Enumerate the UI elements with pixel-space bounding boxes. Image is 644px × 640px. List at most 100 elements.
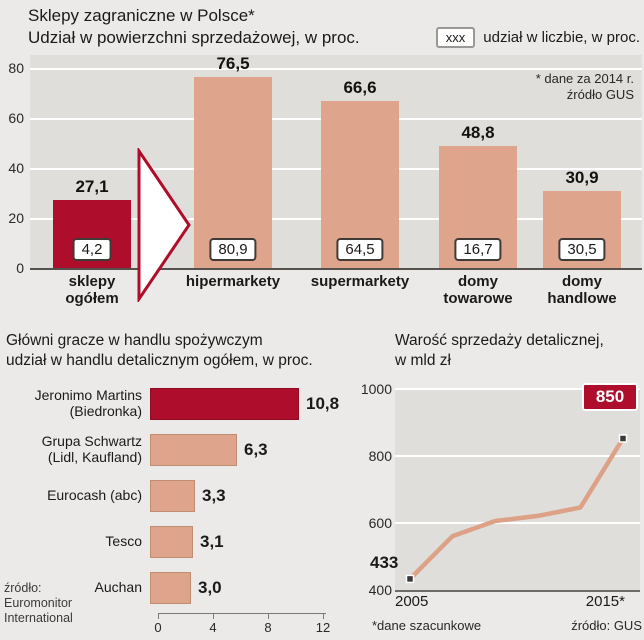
top-chart-title: Sklepy zagraniczne w Polsce* [28, 6, 255, 25]
title-line: w mld zł [395, 352, 451, 370]
data-point-marker [405, 574, 415, 584]
top-chart-note: * dane za 2014 r. źródło GUS [536, 71, 634, 104]
bar-category-label: sklepy ogółem [65, 273, 119, 307]
y-tick-label: 0 [16, 260, 24, 276]
hbar-grupa-schwartz [150, 434, 237, 466]
bar-category-label: supermarkety [310, 273, 410, 290]
x-axis-label-left: 2005 [395, 593, 429, 610]
y-tick-label: 80 [8, 60, 24, 76]
x-tick-label: 8 [264, 620, 272, 635]
row-auchan: Auchan 3,0 [0, 565, 372, 611]
x-axis-label-right: 2015* [585, 593, 625, 610]
note-line: źródło GUS [566, 87, 634, 103]
row-value: 6,3 [244, 440, 268, 459]
bar-group-domy-towarowe: 48,8 16,7 domy towarowe [439, 123, 517, 307]
y-tick-label: 600 [368, 515, 392, 531]
arrow-triangle-icon [137, 148, 191, 302]
line-plot-area [395, 388, 640, 592]
note-line: * dane za 2014 r. [535, 71, 634, 86]
grocery-players-chart: Główni gracze w handlu spożywczym udział… [0, 325, 372, 640]
hbar-jeronimo-martins [150, 388, 299, 420]
legend-label: udział w liczbie, w proc. [483, 29, 640, 46]
top-plot-area: * dane za 2014 r. źródło GUS 27,1 4,2 sk… [30, 54, 642, 307]
start-value-label: 433 [370, 553, 399, 572]
grocery-rows: Jeronimo Martins (Biedronka) 10,8 Grupa … [0, 381, 372, 611]
hbar-auchan [150, 572, 191, 604]
gridline [395, 455, 640, 457]
count-badge: 30,5 [558, 238, 606, 261]
axis-tick [268, 614, 269, 619]
title-line: Główni gracze w handlu spożywczym [6, 332, 263, 349]
axis-tick [323, 614, 324, 619]
axis-tick [158, 614, 159, 619]
top-chart-subtitle: Udział w powierzchni sprzedażowej, w pro… [28, 28, 360, 47]
trend-line-chart [405, 434, 628, 584]
bar-category-label: domy handlowe [547, 273, 617, 307]
y-tick-label: 60 [8, 110, 24, 126]
bar-supermarkety: 64,5 [321, 101, 399, 268]
count-badge: 64,5 [336, 238, 384, 261]
row-tesco: Tesco 3,1 [0, 519, 372, 565]
gridline [395, 388, 640, 390]
source-line: International [4, 610, 73, 625]
source-line: Euromonitor [4, 595, 73, 610]
data-point-marker [618, 434, 628, 443]
row-value: 3,3 [202, 486, 226, 505]
bar-value-label: 48,8 [461, 123, 495, 142]
bar-value-label: 30,9 [565, 168, 599, 187]
title-line: udział w handlu detalicznym ogółem, w pr… [6, 352, 313, 370]
bar-domy-handlowe: 30,5 [543, 191, 621, 268]
source-note: źródło: GUS [571, 618, 642, 633]
x-tick-label: 4 [209, 620, 217, 635]
axis-tick [213, 614, 214, 619]
y-tick-label: 800 [368, 448, 392, 464]
x-tick-label: 0 [154, 620, 162, 635]
hbar-eurocash [150, 480, 195, 512]
count-badge: 16,7 [454, 238, 502, 261]
row-value: 10,8 [306, 394, 340, 413]
legend-swatch: xxx [435, 27, 476, 48]
bar-group-hipermarkety: 76,5 80,9 hipermarkety [186, 54, 280, 290]
retail-chart-title: Warość sprzedaży detalicznej, w mld zł [395, 331, 604, 371]
bar-group-domy-handlowe: 30,9 30,5 domy handlowe [543, 168, 621, 307]
bar-value-label: 66,6 [343, 78, 377, 97]
estimate-note: *dane szacunkowe [372, 618, 482, 633]
bar-category-label: domy towarowe [443, 273, 513, 307]
row-jeronimo-martins: Jeronimo Martins (Biedronka) 10,8 [0, 381, 372, 427]
row-label: Auchan [94, 579, 142, 596]
row-label: Jeronimo Martins (Biedronka) [34, 387, 142, 419]
bar-group-supermarkety: 66,6 64,5 supermarkety [311, 78, 409, 290]
source-line: źródło: [4, 581, 42, 595]
source-note: źródło: Euromonitor International [4, 581, 73, 625]
count-badge: 4,2 [72, 238, 112, 261]
bar-category-label: hipermarkety [185, 273, 281, 290]
row-label: Grupa Schwartz (Lidl, Kaufland) [41, 433, 142, 465]
bar-hipermarkety: 80,9 [194, 77, 272, 268]
x-axis: 0 4 8 12 [154, 613, 330, 636]
bar-value-label: 27,1 [75, 177, 109, 196]
hbar-tesco [150, 526, 193, 558]
bar-domy-towarowe: 16,7 [439, 146, 517, 268]
title-line: Warość sprzedaży detalicznej, [395, 332, 604, 349]
grocery-chart-title: Główni gracze w handlu spożywczym udział… [6, 331, 313, 371]
y-tick-label: 1000 [360, 381, 392, 397]
bar-value-label: 76,5 [216, 54, 250, 73]
gridline [30, 68, 642, 70]
bar-group-sklepy-ogolem: 27,1 4,2 sklepy ogółem [53, 177, 131, 307]
retail-sales-chart: Warość sprzedaży detalicznej, w mld zł 1… [361, 325, 644, 640]
y-tick-label: 400 [368, 582, 392, 598]
row-eurocash: Eurocash (abc) 3,3 [0, 473, 372, 519]
end-value-badge: 850 [582, 383, 638, 411]
x-tick-label: 12 [315, 620, 331, 635]
row-grupa-schwartz: Grupa Schwartz (Lidl, Kaufland) 6,3 [0, 427, 372, 473]
y-tick-label: 40 [8, 160, 24, 176]
legend: xxx udział w liczbie, w proc. [435, 27, 640, 48]
row-value: 3,0 [198, 578, 222, 597]
trend-line [407, 436, 626, 582]
count-badge: 80,9 [209, 238, 257, 261]
row-label: Eurocash (abc) [47, 487, 142, 504]
bar-sklepy-ogolem: 4,2 [53, 200, 131, 268]
row-value: 3,1 [200, 532, 224, 551]
row-label: Tesco [105, 533, 142, 550]
